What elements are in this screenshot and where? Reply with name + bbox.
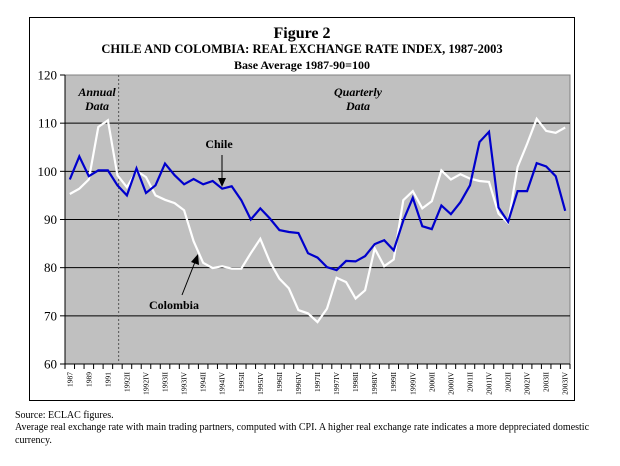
source-note: Source: ECLAC figures. [15,410,114,421]
y-tick-label: 120 [38,68,58,83]
x-tick-label: 1992IV [141,371,150,394]
y-tick-label: 80 [44,260,57,275]
quarterly-data-label: Quarterly [334,85,383,99]
x-tick-label: 1996IV [294,371,303,394]
colombia-arrowhead-icon [191,254,199,265]
y-tick-label: 90 [44,212,57,227]
chile-series-label: Chile [205,137,233,151]
annual-data-label: Annual [77,85,116,99]
x-tick-label: 1996II [275,372,284,392]
x-tick-label: 1999IV [408,371,417,394]
x-tick-label: 2002II [504,372,513,392]
x-tick-label: 2001IV [485,371,494,394]
figure-frame [29,17,575,401]
x-tick-label: 1993IV [180,371,189,394]
x-tick-label: 1995IV [256,371,265,394]
x-tick-label: 1987 [65,372,74,387]
x-tick-label: 2000II [427,372,436,392]
annual-data-label-2: Data [84,99,109,113]
x-tick-label: 2000IV [446,371,455,394]
x-tick-label: 1989 [84,372,93,387]
x-tick-label: 2003IV [561,371,570,394]
annotations: Annual Data Quarterly Data Chile Colombi… [77,85,382,312]
quarterly-data-label-2: Data [345,99,370,113]
x-tick-label: 1999II [389,372,398,392]
y-axis: 60 70 80 90 100 110 120 [38,68,66,372]
x-tick-label: 1998II [351,372,360,392]
colombia-series-label: Colombia [149,298,199,312]
x-tick-label: 2001II [465,372,474,392]
x-tick-label: 1991 [103,372,112,387]
x-tick-label: 1992II [122,372,131,392]
colombia-arrow-icon [181,261,196,296]
chart-subtitle: Base Average 1987-90=100 [234,58,370,72]
gridlines [65,122,570,317]
x-tick-label: 1995II [237,372,246,392]
figure-number: Figure 2 [273,25,331,42]
y-tick-label: 100 [38,164,58,179]
x-tick-label: 1997II [313,372,322,392]
y-tick-label: 70 [44,308,57,323]
y-tick-label: 110 [38,116,57,131]
x-tick-label: 1998IV [370,371,379,394]
x-axis: 1987 1989 1991 1992II 1992IV 1993II 1993IV 1994… [64,363,571,395]
description-note: Average real exchange rate with main tra… [15,422,590,446]
x-tick-label: 1994II [199,372,208,392]
x-tick-label: 1997IV [332,371,341,394]
x-tick-label: 2003II [542,372,551,392]
chile-arrowhead-icon [218,178,226,187]
x-tick-label: 2002IV [523,371,532,394]
y-tick-label: 60 [44,357,57,372]
x-tick-label: 1993II [161,372,170,392]
x-tick-label: 1994IV [218,371,227,394]
series-lines [68,116,567,324]
chart-title: CHILE AND COLOMBIA: REAL EXCHANGE RATE I… [101,42,503,56]
